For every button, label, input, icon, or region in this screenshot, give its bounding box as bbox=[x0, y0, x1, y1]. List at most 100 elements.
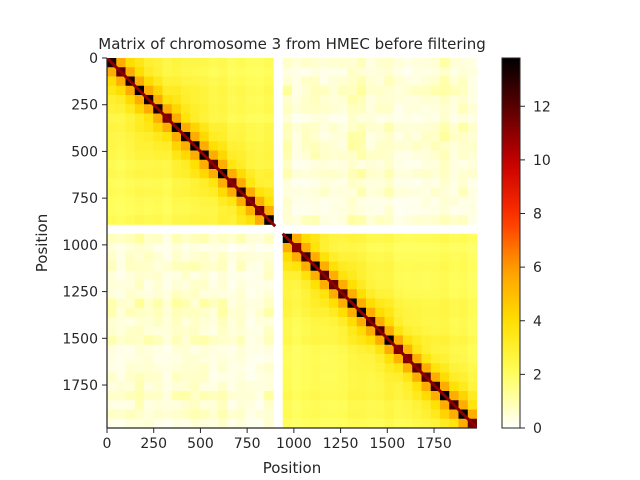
heatmap-cell bbox=[218, 344, 228, 355]
heatmap-cell bbox=[375, 150, 385, 161]
heatmap-cell bbox=[255, 76, 265, 87]
heatmap-cell bbox=[199, 280, 210, 290]
heatmap-cell bbox=[153, 169, 163, 179]
heatmap-cell bbox=[125, 206, 136, 216]
heatmap-cell bbox=[292, 391, 302, 401]
heatmap-cell bbox=[190, 187, 200, 198]
heatmap-cell bbox=[162, 344, 173, 355]
heatmap-cell bbox=[347, 307, 358, 318]
heatmap-cell bbox=[449, 298, 459, 309]
heatmap-cell bbox=[134, 206, 145, 216]
heatmap-cell bbox=[236, 196, 247, 207]
heatmap-cell bbox=[347, 215, 358, 225]
heatmap-cell bbox=[292, 76, 302, 87]
heatmap-cell bbox=[449, 169, 459, 179]
heatmap-cell bbox=[412, 326, 422, 336]
heatmap-cell bbox=[218, 122, 228, 133]
heatmap-cell bbox=[208, 261, 219, 272]
heatmap-cell bbox=[218, 141, 228, 151]
heatmap-cell bbox=[181, 307, 191, 318]
heatmap-cell bbox=[403, 58, 413, 68]
heatmap-cell bbox=[181, 391, 191, 401]
heatmap-cell bbox=[449, 159, 459, 170]
heatmap-cell bbox=[116, 159, 126, 170]
heatmap-cell bbox=[162, 326, 173, 336]
heatmap-cell bbox=[134, 354, 145, 364]
heatmap-cell bbox=[107, 280, 117, 290]
heatmap-cell bbox=[467, 289, 477, 299]
heatmap-cell bbox=[458, 76, 469, 87]
heatmap-cell bbox=[227, 298, 237, 309]
heatmap-cell bbox=[153, 381, 163, 392]
heatmap-cell bbox=[227, 363, 237, 373]
heatmap-cell bbox=[412, 76, 422, 87]
heatmap-cell bbox=[366, 178, 376, 188]
heatmap-cell bbox=[356, 215, 367, 225]
heatmap-cell bbox=[107, 400, 117, 410]
heatmap-cell bbox=[319, 122, 330, 133]
heatmap-cell bbox=[384, 206, 395, 216]
heatmap-cell bbox=[449, 178, 459, 188]
heatmap-cell bbox=[440, 317, 450, 327]
heatmap-cell bbox=[329, 252, 339, 262]
heatmap-cell bbox=[153, 363, 163, 373]
heatmap-cell bbox=[153, 418, 163, 428]
heatmap-cell bbox=[125, 67, 136, 77]
heatmap-cell bbox=[393, 122, 404, 133]
heatmap-cell bbox=[403, 196, 413, 207]
heatmap-cell bbox=[467, 270, 477, 281]
heatmap-cell bbox=[171, 289, 182, 299]
heatmap-cell bbox=[125, 243, 136, 253]
heatmap-cell bbox=[144, 233, 154, 244]
heatmap-cell bbox=[412, 280, 422, 290]
heatmap-cell bbox=[440, 85, 450, 96]
heatmap-cell bbox=[162, 85, 173, 96]
heatmap-cell bbox=[255, 196, 265, 207]
heatmap-cell bbox=[467, 58, 477, 68]
chart-title: Matrix of chromosome 3 from HMEC before … bbox=[98, 35, 485, 53]
heatmap-cell bbox=[236, 418, 247, 428]
heatmap-cell bbox=[430, 85, 441, 96]
heatmap-cell bbox=[467, 196, 477, 207]
heatmap-cell bbox=[384, 67, 395, 77]
heatmap-cell bbox=[430, 196, 441, 207]
heatmap-cell bbox=[412, 196, 422, 207]
heatmap-cell bbox=[393, 354, 404, 364]
heatmap-cell bbox=[467, 307, 477, 318]
heatmap-cell bbox=[329, 150, 339, 161]
heatmap-cell bbox=[218, 391, 228, 401]
heatmap-cell bbox=[310, 317, 321, 327]
heatmap-cell bbox=[171, 58, 182, 68]
heatmap-cell bbox=[421, 233, 432, 244]
heatmap-cell bbox=[282, 354, 293, 364]
heatmap-cell bbox=[403, 270, 413, 281]
heatmap-cell bbox=[125, 344, 136, 355]
heatmap-cell bbox=[412, 141, 422, 151]
heatmap-cell bbox=[458, 289, 469, 299]
heatmap-cell bbox=[412, 233, 422, 244]
heatmap-cell bbox=[190, 307, 200, 318]
heatmap-cell bbox=[199, 122, 210, 133]
heatmap-cell bbox=[171, 141, 182, 151]
heatmap-cell bbox=[162, 141, 173, 151]
heatmap-cell bbox=[319, 85, 330, 96]
heatmap-cell bbox=[338, 317, 348, 327]
heatmap-cell bbox=[467, 187, 477, 198]
heatmap-cell bbox=[329, 178, 339, 188]
heatmap-cell bbox=[199, 252, 210, 262]
heatmap-cell bbox=[356, 289, 367, 299]
heatmap-cell bbox=[329, 104, 339, 114]
heatmap-cell bbox=[338, 122, 348, 133]
heatmap-cell bbox=[356, 344, 367, 355]
heatmap-cell bbox=[375, 252, 385, 262]
heatmap-cell bbox=[393, 400, 404, 410]
colorbar-tick-label: 8 bbox=[533, 207, 542, 223]
heatmap-cell bbox=[190, 354, 200, 364]
heatmap-cell bbox=[264, 104, 274, 114]
heatmap-cell bbox=[421, 159, 432, 170]
heatmap-cell bbox=[292, 178, 302, 188]
heatmap-cell bbox=[171, 381, 182, 392]
heatmap-cell bbox=[116, 122, 126, 133]
heatmap-cell bbox=[227, 354, 237, 364]
heatmap-cell bbox=[338, 381, 348, 392]
